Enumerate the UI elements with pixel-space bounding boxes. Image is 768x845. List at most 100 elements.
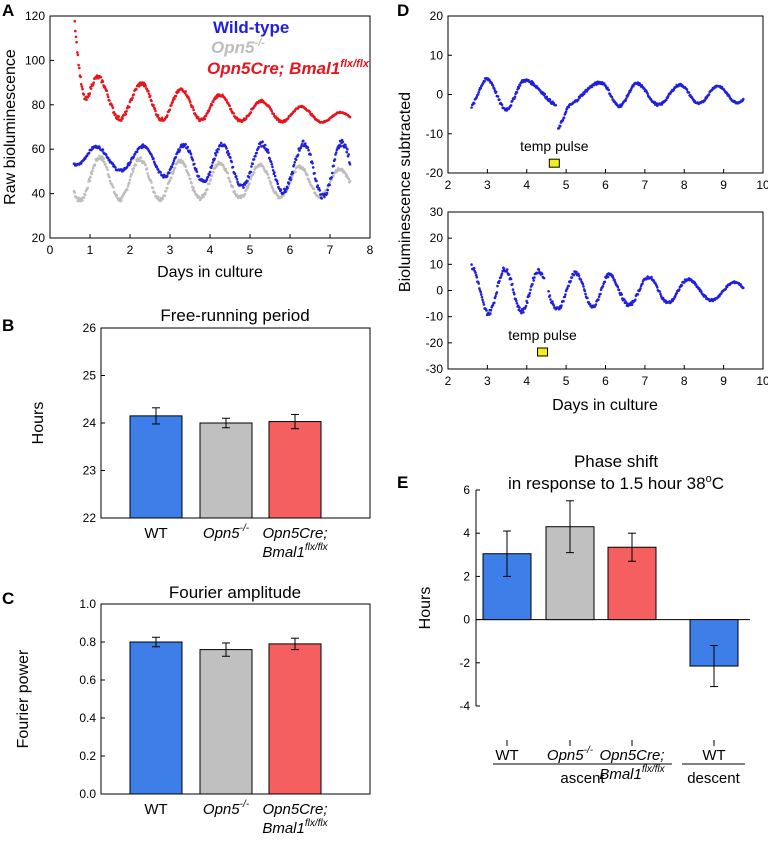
panel-e-category-label-text: Opn5Cre; bbox=[599, 747, 664, 764]
panel-b-category-label-sup: flx/flx bbox=[305, 542, 329, 553]
panel-d-bottom-y-ticks: -30 -20 -10 0 10 20 30 bbox=[426, 205, 452, 376]
panel-e-category-label-text: WT bbox=[702, 747, 725, 764]
panel-c-y-tick-label: 0.8 bbox=[79, 635, 96, 649]
panel-e-ylabel: Hours bbox=[417, 587, 434, 630]
panel-b-category-label-line2: Bmal1flx/flx bbox=[262, 542, 328, 561]
panel-d-x-tick-label: 2 bbox=[445, 178, 452, 192]
panel-e-category-label-sup: flx/flx bbox=[642, 764, 666, 775]
panel-e-y-tick-label: 0 bbox=[463, 613, 470, 627]
panel-e-category-label: WT bbox=[702, 747, 725, 764]
panel-e: E Phase shift in response to 1.5 hour 38… bbox=[397, 452, 750, 787]
panel-d-x-tick-label: 10 bbox=[756, 374, 768, 388]
panel-a-label: A bbox=[2, 1, 14, 20]
panel-a-x-tick-label: 5 bbox=[247, 243, 254, 257]
panel-a-y-tick-label: 40 bbox=[32, 187, 46, 201]
panel-c-y-tick-label: 1.0 bbox=[79, 597, 96, 611]
panel-b-category-label: Opn5-/- bbox=[203, 523, 250, 542]
panel-e-bars bbox=[482, 500, 739, 688]
panel-d-bottom-x-ticks: 2 3 4 5 6 7 8 9 10 bbox=[445, 365, 768, 388]
panel-d-top-x-ticks: 2 3 4 5 6 7 8 9 10 bbox=[445, 169, 768, 192]
panel-b-bar bbox=[268, 421, 322, 519]
panel-c-categories: WT Opn5-/- Opn5Cre;Bmal1flx/flx bbox=[144, 799, 328, 837]
panel-e-y-tick-label: 2 bbox=[463, 569, 470, 583]
panel-b-category-label-text: Opn5 bbox=[203, 525, 240, 542]
panel-e-y-tick-label: 4 bbox=[463, 526, 470, 540]
panel-d-label: D bbox=[397, 1, 409, 20]
panel-a-y-tick-label: 20 bbox=[32, 231, 46, 245]
panel-a-frame bbox=[49, 15, 371, 239]
panel-b-bar bbox=[129, 415, 183, 519]
panel-d-y-tick-label: 20 bbox=[430, 9, 444, 23]
panel-b-y-tick-label: 22 bbox=[83, 511, 97, 525]
panel-e-category-label-line2: Bmal1flx/flx bbox=[599, 764, 665, 783]
series-trace bbox=[470, 76, 745, 130]
panel-e-groups: ascent descent bbox=[493, 763, 745, 787]
panel-c-bar bbox=[129, 641, 183, 795]
panel-d-bottom-series bbox=[470, 263, 745, 317]
panel-d-bottom-temp-pulse: temp pulse bbox=[508, 327, 577, 357]
panel-e-group-label: ascent bbox=[560, 770, 605, 787]
panel-d-y-tick-label: 10 bbox=[430, 48, 444, 62]
panel-b-y-ticks: 22 23 24 25 26 bbox=[83, 321, 105, 525]
panel-d-x-tick-label: 6 bbox=[602, 178, 609, 192]
panel-d-y-tick-label: 30 bbox=[430, 205, 444, 219]
panel-d-bottom-frame bbox=[447, 211, 764, 370]
panel-c-y-tick-label: 0.2 bbox=[79, 749, 96, 763]
panel-e-category-label-text: WT bbox=[495, 747, 518, 764]
panel-b-y-tick-label: 25 bbox=[83, 369, 97, 383]
panel-a-x-tick-label: 4 bbox=[207, 243, 214, 257]
panel-a-x-tick-label: 3 bbox=[167, 243, 174, 257]
panel-e-group-label: descent bbox=[687, 770, 740, 787]
panel-a-x-tick-label: 2 bbox=[127, 243, 134, 257]
panel-b-categories: WT Opn5-/- Opn5Cre;Bmal1flx/flx bbox=[144, 523, 328, 561]
panel-d-y-tick-label: -20 bbox=[426, 166, 444, 180]
panel-b-category-label-text: Opn5Cre; bbox=[262, 525, 327, 542]
panel-b-y-tick-label: 24 bbox=[83, 416, 97, 430]
panel-e-category-label: WT bbox=[495, 747, 518, 764]
panel-d-x-tick-label: 9 bbox=[720, 374, 727, 388]
panel-c-category-label: Opn5-/- bbox=[203, 799, 250, 818]
temp-pulse-marker bbox=[548, 158, 560, 168]
legend-wildtype: Wild-type bbox=[213, 18, 289, 37]
panel-d-x-tick-label: 5 bbox=[563, 374, 570, 388]
panel-c-category-label-text: Opn5Cre; bbox=[262, 801, 327, 818]
panel-a-x-ticks: 0 1 2 3 4 5 6 7 8 bbox=[47, 234, 374, 257]
legend-opn5cre-bmal1: Opn5Cre; Bmal1flx/flx bbox=[207, 58, 370, 78]
panel-a-x-tick-label: 6 bbox=[287, 243, 294, 257]
temp-pulse-label: temp pulse bbox=[508, 327, 577, 343]
panel-d-y-tick-label: -20 bbox=[426, 336, 444, 350]
series-opn5 bbox=[72, 154, 352, 203]
panel-c-y-tick-label: 0.6 bbox=[79, 673, 96, 687]
panel-d-x-tick-label: 10 bbox=[756, 178, 768, 192]
panel-c-y-ticks: 0.0 0.2 0.4 0.6 0.8 1.0 bbox=[79, 597, 105, 801]
panel-c: C Fourier amplitude 0.0 0.2 0.4 0.6 0.8 1.0 W… bbox=[2, 583, 371, 837]
panel-e-bar bbox=[545, 526, 595, 621]
panel-d-x-tick-label: 9 bbox=[720, 178, 727, 192]
panel-c-y-tick-label: 0.4 bbox=[79, 711, 96, 725]
panel-a-x-tick-label: 7 bbox=[327, 243, 334, 257]
panel-d-y-tick-label: 0 bbox=[436, 88, 443, 102]
panel-b-title: Free-running period bbox=[160, 306, 309, 325]
panel-d-x-tick-label: 2 bbox=[445, 374, 452, 388]
panel-a-x-tick-label: 0 bbox=[47, 243, 54, 257]
panel-d-x-tick-label: 6 bbox=[602, 374, 609, 388]
panel-b-label: B bbox=[2, 316, 14, 335]
panel-c-category-label-text: Bmal1 bbox=[262, 820, 305, 837]
panel-c-category-label-sup: -/- bbox=[240, 799, 250, 810]
panel-b-category-label-text: WT bbox=[144, 525, 167, 542]
panel-d-x-tick-label: 3 bbox=[484, 178, 491, 192]
panel-a-y-ticks: 20 40 60 80 100 120 bbox=[25, 9, 54, 245]
panel-a-y-tick-label: 100 bbox=[25, 53, 45, 67]
panel-d-x-tick-label: 5 bbox=[563, 178, 570, 192]
panel-c-category-label-line2: Bmal1flx/flx bbox=[262, 818, 328, 837]
panel-d-x-tick-label: 7 bbox=[642, 178, 649, 192]
panel-a-legend: Wild-type Opn5-/- Opn5Cre; Bmal1flx/flx bbox=[207, 18, 370, 78]
panel-c-category-label-sup: flx/flx bbox=[305, 818, 329, 829]
panel-c-category-label: Opn5Cre; bbox=[262, 801, 327, 818]
panel-c-label: C bbox=[2, 589, 14, 608]
panel-c-y-tick-label: 0.0 bbox=[79, 787, 96, 801]
panel-d-top-frame bbox=[447, 15, 764, 174]
panel-e-label: E bbox=[397, 473, 408, 492]
panel-d-top-series bbox=[470, 76, 745, 130]
